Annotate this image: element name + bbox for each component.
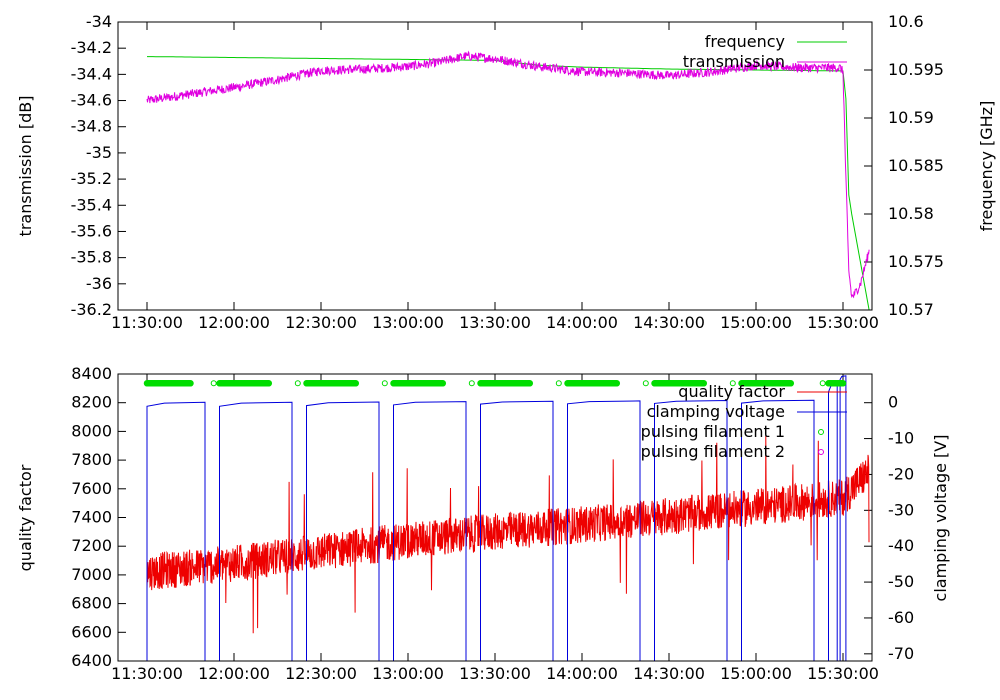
y-left-tick-label: -34.8 bbox=[71, 117, 112, 136]
y-right-tick-label: 10.6 bbox=[888, 12, 924, 31]
filament-1-marker bbox=[439, 380, 447, 387]
filament-1-marker bbox=[468, 380, 475, 387]
filament-1-marker bbox=[381, 380, 388, 387]
y-left-tick-label: 7400 bbox=[71, 508, 112, 527]
x-tick-label: 14:00:00 bbox=[546, 664, 618, 683]
top-plot-ticks: 11:30:00 12:00:00 12:30:00 13:00:00 13:30:00… bbox=[71, 12, 944, 332]
x-tick-label: 11:30:00 bbox=[111, 664, 183, 683]
filament-1-marker bbox=[613, 380, 621, 387]
y-right-tick-label: -30 bbox=[888, 500, 914, 519]
bottom-right-axis-label: clamping voltage [V] bbox=[931, 435, 950, 602]
y-right-tick-label: 10.595 bbox=[888, 60, 944, 79]
y-right-tick-label: 0 bbox=[888, 393, 898, 412]
y-right-tick-label: -50 bbox=[888, 572, 914, 591]
legend-label: pulsing filament 2 bbox=[641, 442, 785, 461]
filament-1-marker bbox=[642, 380, 649, 387]
x-tick-label: 15:30:00 bbox=[807, 313, 879, 332]
transmission-frequency-chart: 11:30:00 12:00:00 12:30:00 13:00:00 13:30:00… bbox=[16, 12, 996, 332]
y-left-tick-label: -34 bbox=[86, 12, 112, 31]
y-left-tick-label: 7000 bbox=[71, 565, 112, 584]
filament-1-marker bbox=[294, 380, 301, 387]
legend-swatch bbox=[818, 429, 824, 435]
y-right-tick-label: -60 bbox=[888, 608, 914, 627]
x-tick-label: 14:00:00 bbox=[546, 313, 618, 332]
legend-label: pulsing filament 1 bbox=[641, 422, 785, 441]
x-tick-label: 12:30:00 bbox=[285, 313, 357, 332]
filament-1-marker bbox=[700, 380, 708, 387]
y-right-tick-label: 10.585 bbox=[888, 156, 944, 175]
filament-1-marker bbox=[265, 380, 273, 387]
filament-1-marker bbox=[819, 380, 826, 387]
top-left-axis-label: transmission [dB] bbox=[16, 96, 35, 237]
filament-1-marker bbox=[352, 380, 360, 387]
y-left-tick-label: 6800 bbox=[71, 594, 112, 613]
y-left-tick-label: -35.2 bbox=[71, 169, 112, 188]
y-left-tick-label: -35.6 bbox=[71, 221, 112, 240]
legend-swatch bbox=[818, 449, 824, 455]
quality-clamping-chart: 11:30:00 12:00:00 12:30:00 13:00:00 13:30:00… bbox=[16, 364, 950, 683]
x-tick-label: 12:00:00 bbox=[198, 664, 270, 683]
top-plot-series bbox=[146, 50, 870, 311]
y-left-tick-label: -35.8 bbox=[71, 248, 112, 267]
filament-1-marker bbox=[526, 380, 534, 387]
y-left-tick-label: 7800 bbox=[71, 450, 112, 469]
y-right-tick-label: -20 bbox=[888, 464, 914, 483]
x-tick-label: 13:00:00 bbox=[372, 313, 444, 332]
y-left-tick-label: 7200 bbox=[71, 536, 112, 555]
bottom-plot-frame bbox=[117, 373, 873, 662]
y-left-tick-label: 7600 bbox=[71, 479, 112, 498]
filament-1-marker bbox=[839, 380, 847, 387]
legend-label: clamping voltage bbox=[647, 402, 785, 421]
x-tick-label: 12:30:00 bbox=[285, 664, 357, 683]
legend-label: frequency bbox=[705, 32, 785, 51]
y-left-tick-label: 8000 bbox=[71, 421, 112, 440]
x-tick-label: 14:30:00 bbox=[633, 664, 705, 683]
y-right-tick-label: 10.575 bbox=[888, 252, 944, 271]
y-left-tick-label: 8200 bbox=[71, 393, 112, 412]
x-tick-label: 13:30:00 bbox=[459, 313, 531, 332]
bottom-left-axis-label: quality factor bbox=[16, 464, 35, 571]
top-right-axis-label: frequency [GHz] bbox=[977, 101, 996, 232]
y-left-tick-label: -35.4 bbox=[71, 195, 112, 214]
legend-label: quality factor bbox=[678, 382, 785, 401]
y-left-tick-label: -34.6 bbox=[71, 91, 112, 110]
y-right-tick-label: 10.57 bbox=[888, 300, 934, 319]
x-tick-label: 13:00:00 bbox=[372, 664, 444, 683]
y-left-tick-label: -34.2 bbox=[71, 38, 112, 57]
bottom-plot-ticks: 11:30:00 12:00:00 12:30:00 13:00:00 13:30:00… bbox=[71, 364, 914, 683]
filament-1-marker bbox=[787, 380, 795, 387]
x-tick-label: 11:30:00 bbox=[111, 313, 183, 332]
bottom-plot-series bbox=[143, 375, 870, 661]
legend-label: transmission bbox=[683, 52, 785, 71]
y-right-tick-label: 10.59 bbox=[888, 108, 934, 127]
y-left-tick-label: 6400 bbox=[71, 651, 112, 670]
y-left-tick-label: -34.4 bbox=[71, 64, 112, 83]
x-tick-label: 13:30:00 bbox=[459, 664, 531, 683]
top-plot-frame bbox=[117, 21, 873, 311]
y-right-tick-label: 10.58 bbox=[888, 204, 934, 223]
series-frequency bbox=[147, 56, 870, 311]
filament-1-marker bbox=[187, 380, 194, 387]
y-left-tick-label: -36.2 bbox=[71, 300, 112, 319]
filament-1-marker bbox=[555, 380, 562, 387]
y-left-tick-label: 6600 bbox=[71, 622, 112, 641]
x-tick-label: 15:00:00 bbox=[720, 664, 792, 683]
x-tick-label: 15:30:00 bbox=[807, 664, 879, 683]
x-tick-label: 14:30:00 bbox=[633, 313, 705, 332]
y-left-tick-label: 8400 bbox=[71, 364, 112, 383]
y-left-tick-label: -35 bbox=[86, 143, 112, 162]
y-right-tick-label: -10 bbox=[888, 429, 914, 448]
x-tick-label: 15:00:00 bbox=[720, 313, 792, 332]
y-right-tick-label: -70 bbox=[888, 644, 914, 663]
series-quality-factor bbox=[146, 435, 870, 634]
filament-1-marker bbox=[729, 380, 736, 387]
filament-1-marker bbox=[210, 380, 217, 387]
y-right-tick-label: -40 bbox=[888, 536, 914, 555]
y-left-tick-label: -36 bbox=[86, 274, 112, 293]
series-transmission bbox=[146, 50, 870, 299]
x-tick-label: 12:00:00 bbox=[198, 313, 270, 332]
